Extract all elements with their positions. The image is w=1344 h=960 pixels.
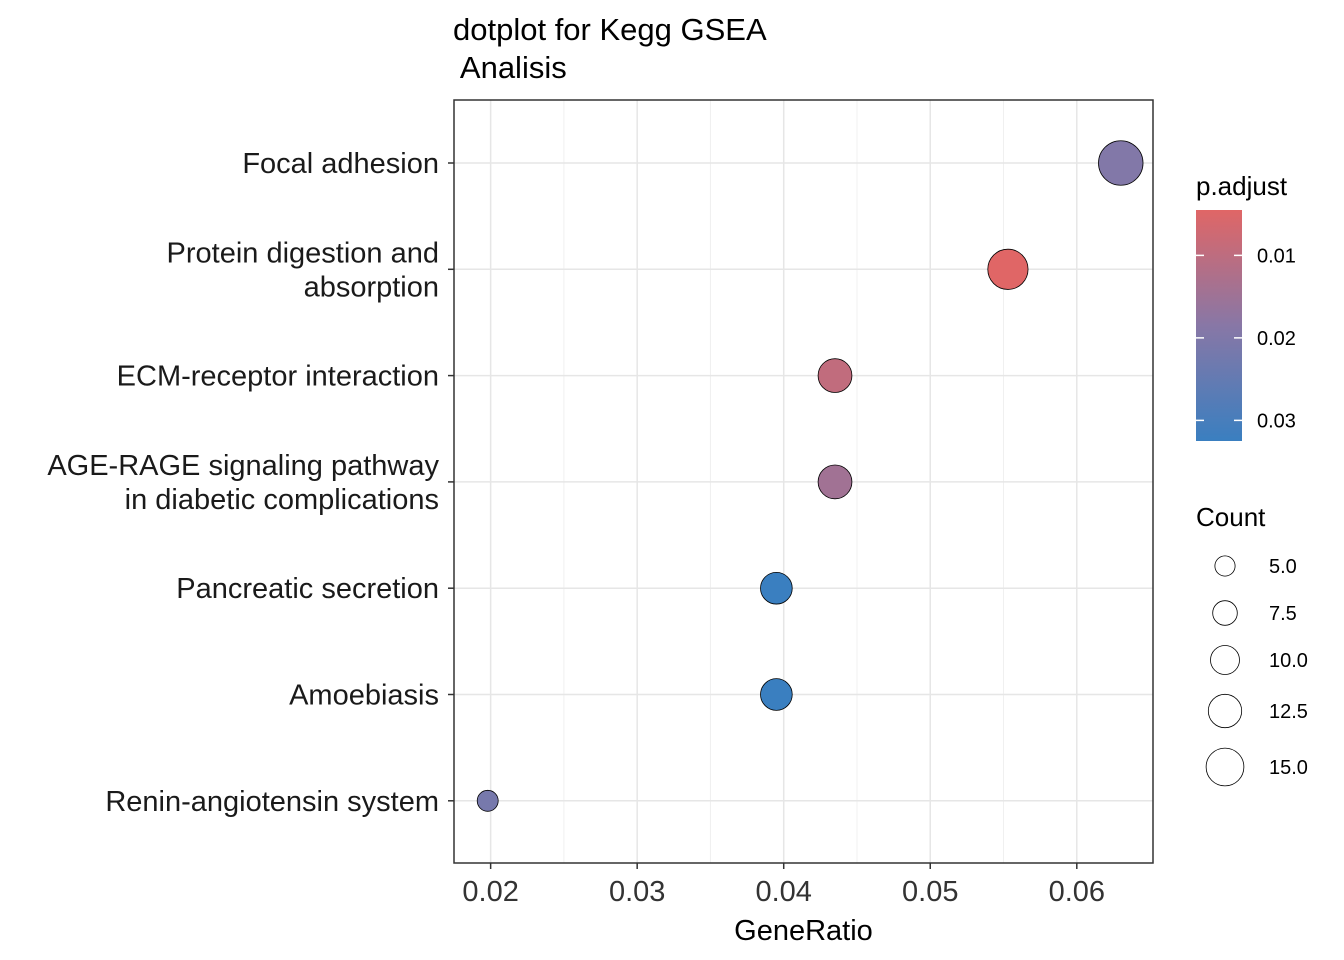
- color-bar: [1196, 210, 1242, 441]
- data-point: [760, 571, 793, 605]
- y-tick-label: in diabetic complications: [125, 484, 439, 516]
- major-gridlines: [454, 100, 1153, 863]
- x-axis-title: GeneRatio: [734, 915, 873, 947]
- color-legend-label: 0.01: [1257, 245, 1296, 267]
- y-tick-label: Protein digestion and: [167, 237, 439, 269]
- y-tick-label: AGE-RAGE signaling pathway: [47, 450, 439, 482]
- x-axis: 0.02 0.03 0.04 0.05 0.06: [462, 863, 1105, 908]
- data-point: [1098, 140, 1144, 186]
- size-legend: Count 5.0 7.5 10.0 12.5 15.0: [1196, 502, 1308, 787]
- y-tick-label: Renin-angiotensin system: [105, 786, 439, 818]
- size-legend-title: Count: [1196, 502, 1266, 532]
- size-legend-circle: [1212, 600, 1238, 626]
- size-legend-circle: [1207, 693, 1243, 729]
- size-legend-label: 10.0: [1269, 650, 1308, 672]
- y-axis: Focal adhesion Protein digestion andabsor…: [47, 148, 454, 818]
- y-tick-label: Amoebiasis: [289, 680, 439, 712]
- y-tick-label: Focal adhesion: [242, 148, 439, 180]
- x-tick-label: 0.06: [1049, 876, 1105, 908]
- x-tick-label: 0.04: [755, 876, 811, 908]
- chart-title: dotplot for Kegg GSEA Analisis: [453, 12, 767, 85]
- size-legend-label: 5.0: [1269, 556, 1297, 578]
- data-point: [760, 678, 793, 711]
- y-tick-label: absorption: [304, 271, 439, 303]
- x-tick-label: 0.03: [609, 876, 665, 908]
- color-legend-label: 0.03: [1257, 410, 1296, 432]
- size-legend-label: 12.5: [1269, 701, 1308, 723]
- color-legend: p.adjust 0.01 0.02 0.03: [1196, 171, 1296, 441]
- color-legend-title: p.adjust: [1196, 171, 1288, 201]
- size-legend-circle: [1214, 555, 1236, 577]
- y-tick-label: Pancreatic secretion: [176, 573, 439, 605]
- data-point: [476, 789, 499, 812]
- size-legend-circle: [1205, 747, 1245, 787]
- data-point: [987, 248, 1029, 290]
- chart-title-line-2: Analisis: [453, 50, 567, 85]
- data-points: [476, 140, 1144, 812]
- size-legend-label: 7.5: [1269, 603, 1297, 625]
- size-legend-label: 15.0: [1269, 757, 1308, 779]
- data-point: [817, 358, 853, 393]
- data-point: [817, 464, 853, 500]
- size-legend-circle: [1210, 645, 1240, 675]
- y-tick-label: ECM-receptor interaction: [117, 361, 439, 393]
- x-tick-label: 0.02: [462, 876, 518, 908]
- x-tick-label: 0.05: [902, 876, 958, 908]
- color-legend-label: 0.02: [1257, 328, 1296, 350]
- chart-title-line-1: dotplot for Kegg GSEA: [453, 12, 767, 47]
